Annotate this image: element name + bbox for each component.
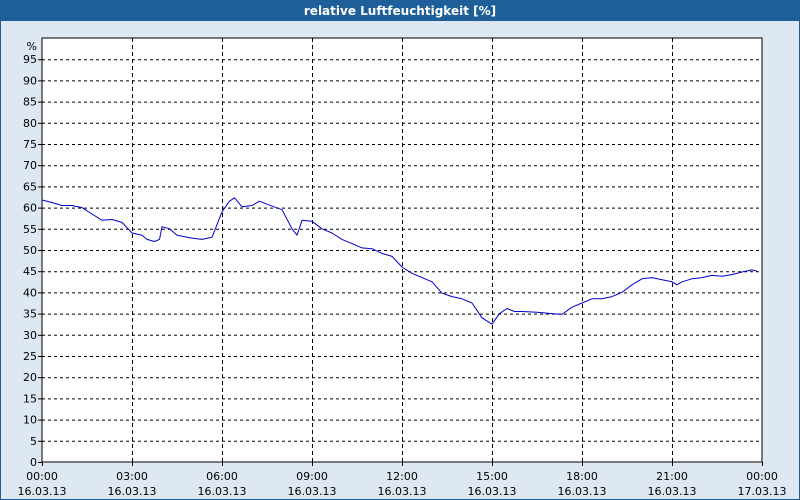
y-tick-label: 85 [23,96,37,109]
y-tick-label: 65 [23,180,37,193]
y-tick-label: 90 [23,74,37,87]
y-tick-label: 15 [23,392,37,405]
x-tick-time-label: 00:00 [26,470,58,483]
x-tick-time-label: 00:00 [746,470,778,483]
x-tick-date-label: 16.03.13 [558,485,607,498]
x-tick-time-label: 21:00 [656,470,688,483]
x-tick-time-label: 12:00 [386,470,418,483]
x-tick-time-label: 18:00 [566,470,598,483]
y-tick-label: 50 [23,244,37,257]
y-tick-label: 80 [23,117,37,130]
y-tick-label: 55 [23,223,37,236]
y-tick-label: 5 [30,435,37,448]
x-tick-time-label: 06:00 [206,470,238,483]
x-tick-date-label: 16.03.13 [108,485,157,498]
x-tick-time-label: 03:00 [116,470,148,483]
y-tick-label: 45 [23,265,37,278]
x-tick-date-label: 16.03.13 [288,485,337,498]
y-tick-label: 40 [23,286,37,299]
y-tick-label: 75 [23,138,37,151]
y-tick-label: 95 [23,53,37,66]
y-axis-ticks: 0 5 10 15 20 25 30 35 40 45 50 55 60 65 70 75 80 85 90 95 [23,53,42,469]
y-tick-label: 30 [23,329,37,342]
x-tick-date-label: 17.03.13 [738,485,787,498]
x-tick-time-label: 09:00 [296,470,328,483]
y-tick-label: 20 [23,371,37,384]
y-tick-label: 35 [23,308,37,321]
x-tick-date-label: 16.03.13 [198,485,247,498]
x-tick-date-label: 16.03.13 [18,485,67,498]
x-tick-time-label: 15:00 [476,470,508,483]
y-tick-label: 70 [23,159,37,172]
y-tick-label: 25 [23,350,37,363]
x-tick-date-label: 16.03.13 [468,485,517,498]
x-tick-date-label: 16.03.13 [648,485,697,498]
x-axis-ticks: 00:00 16.03.13 03:00 16.03.13 06:00 16.03.13 0… [18,462,787,498]
y-tick-label: 10 [23,414,37,427]
x-tick-date-label: 16.03.13 [378,485,427,498]
y-axis-label: % [27,40,37,53]
y-tick-label: 0 [30,456,37,469]
y-tick-label: 60 [23,202,37,215]
grid-lines [42,38,762,462]
